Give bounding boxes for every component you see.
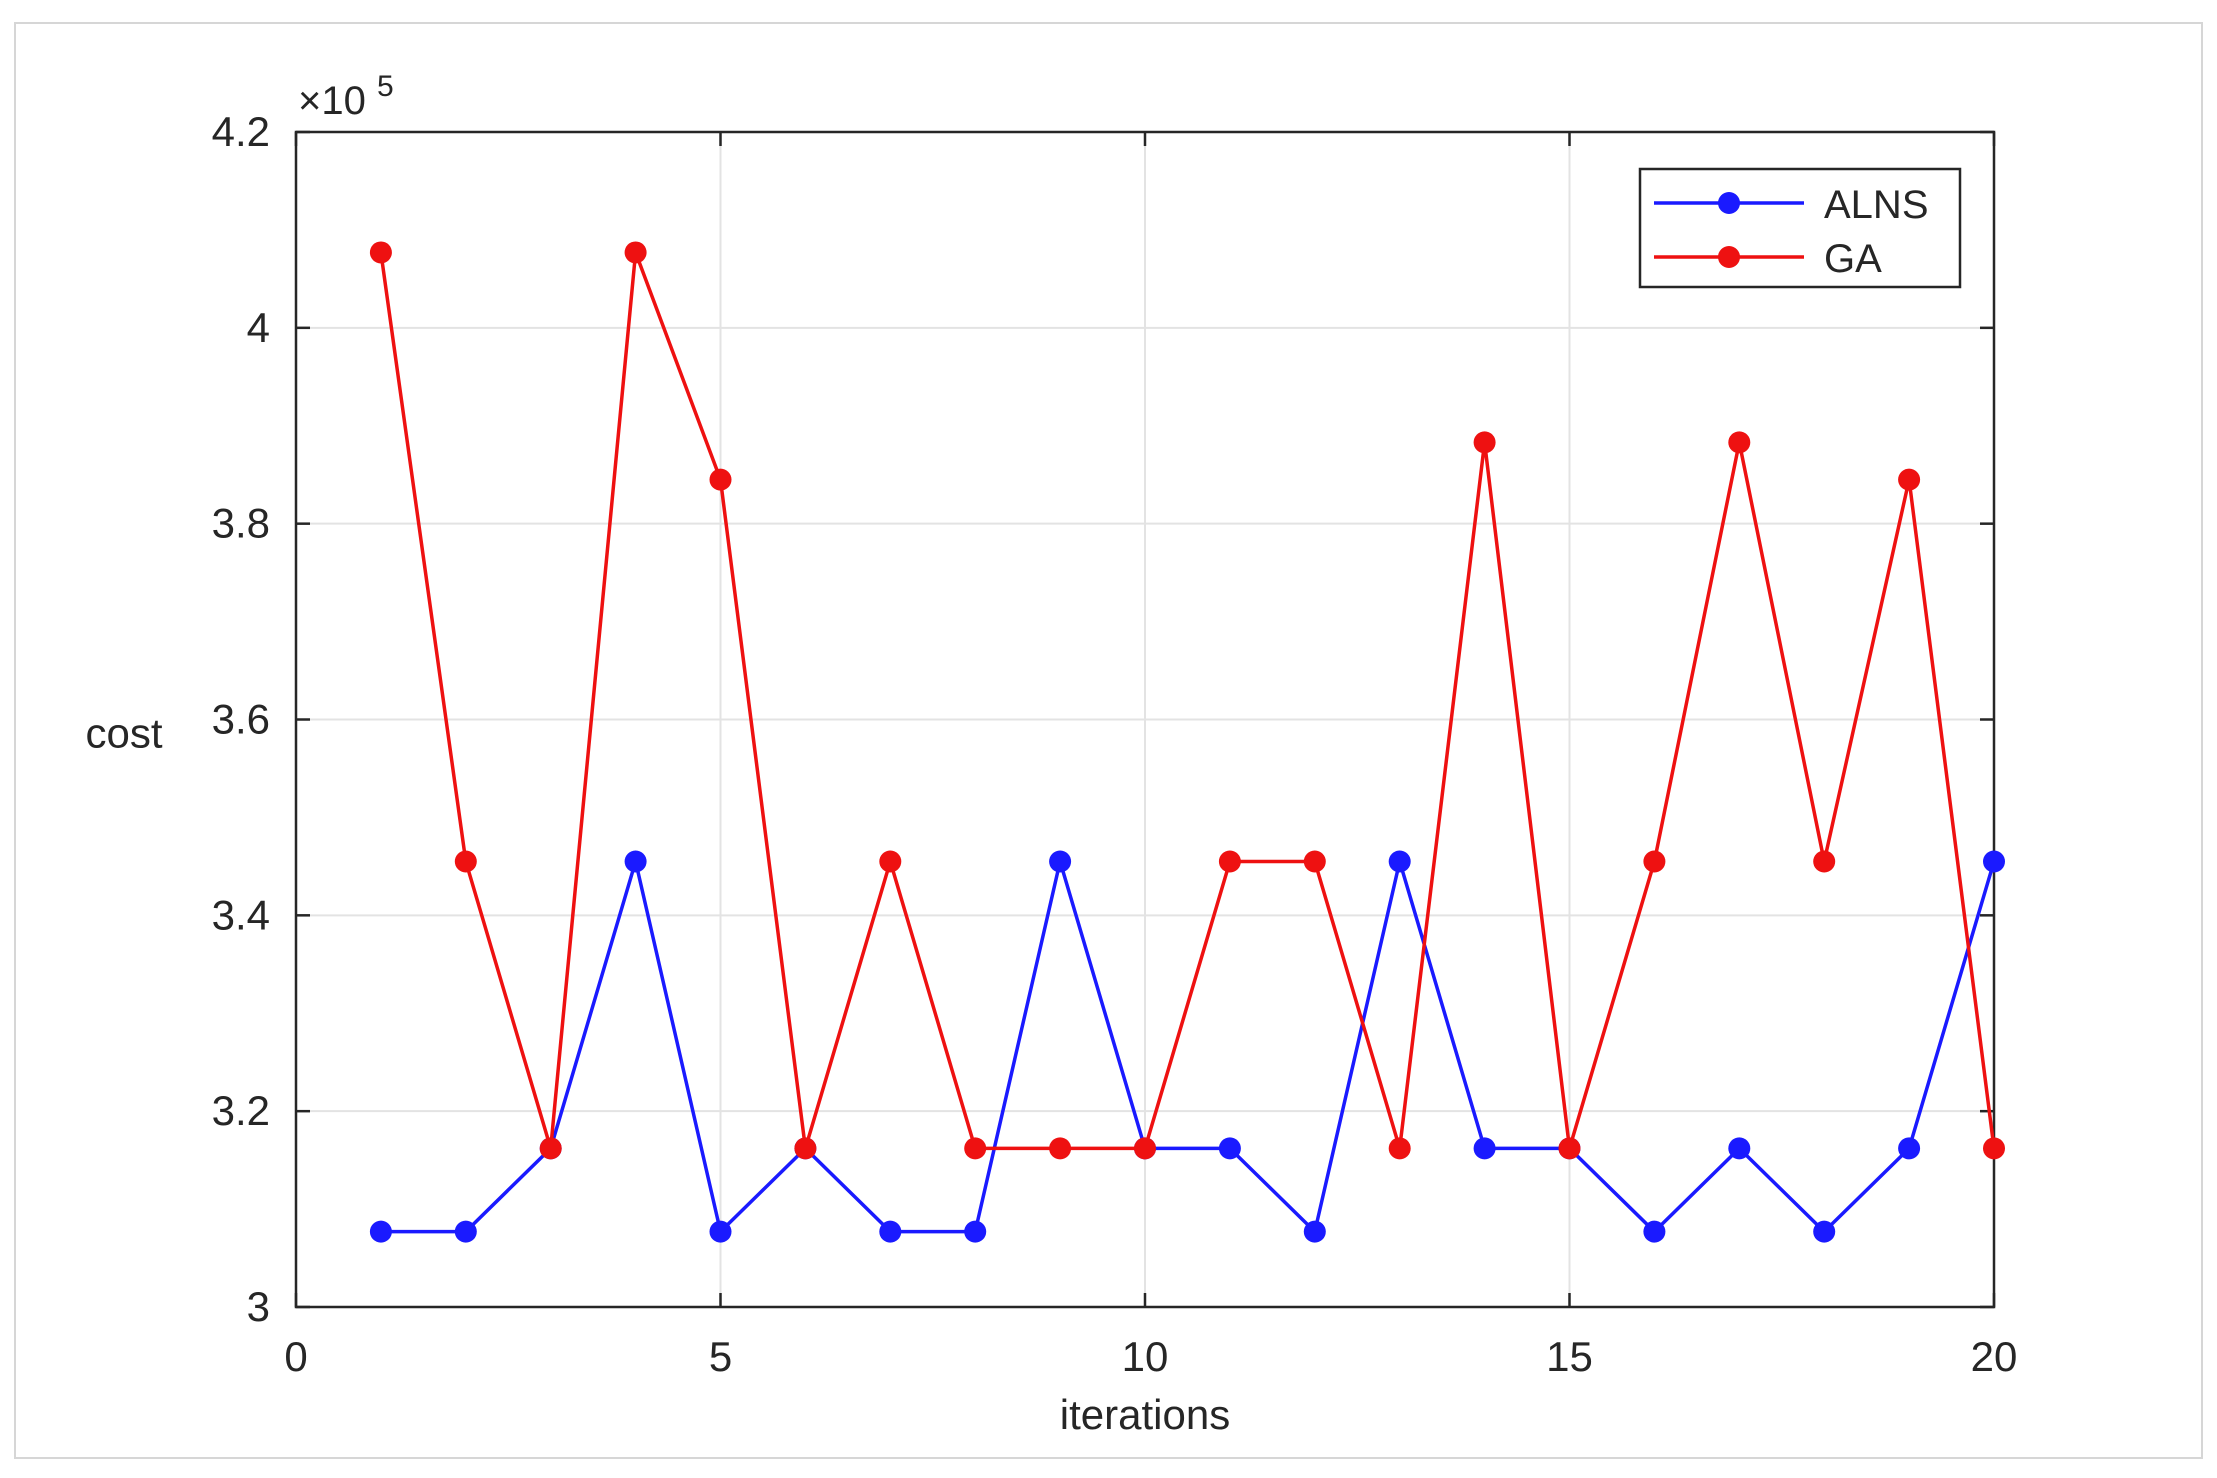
data-point-ga bbox=[709, 468, 732, 491]
data-point-ga bbox=[1898, 468, 1921, 491]
x-tick-label: 20 bbox=[1971, 1333, 2018, 1380]
y-tick-label: 3.6 bbox=[212, 696, 270, 743]
legend: ALNS GA bbox=[1638, 167, 1962, 289]
data-point-ga bbox=[1558, 1137, 1581, 1160]
data-point-alns bbox=[1898, 1137, 1921, 1160]
legend-marker-alns bbox=[1718, 192, 1740, 214]
data-point-ga bbox=[1813, 850, 1836, 873]
legend-label-ga: GA bbox=[1824, 237, 1882, 281]
data-point-alns bbox=[964, 1220, 987, 1243]
y-tick-label: 3 bbox=[247, 1283, 270, 1330]
data-point-alns bbox=[1388, 850, 1411, 873]
data-point-ga bbox=[1049, 1137, 1072, 1160]
y-tick-label: 4 bbox=[247, 304, 270, 351]
data-point-alns bbox=[624, 850, 647, 873]
data-point-alns bbox=[1473, 1137, 1496, 1160]
data-point-ga bbox=[1388, 1137, 1411, 1160]
data-point-alns bbox=[1049, 850, 1072, 873]
series-layer bbox=[369, 241, 2005, 1243]
data-point-ga bbox=[879, 850, 902, 873]
y-tick-label: 3.2 bbox=[212, 1087, 270, 1134]
data-point-alns bbox=[879, 1220, 902, 1243]
data-point-ga bbox=[1643, 850, 1666, 873]
series-line-alns bbox=[380, 859, 1996, 1234]
data-point-alns bbox=[1728, 1137, 1751, 1160]
data-point-ga bbox=[1983, 1137, 2005, 1160]
data-point-ga bbox=[1728, 431, 1751, 454]
series-ga bbox=[369, 241, 2005, 1160]
axis-ticks: 0 5 10 15 20 3 3.2 3.4 3.6 3.8 4 4.2 bbox=[212, 108, 2018, 1380]
data-point-ga bbox=[539, 1137, 562, 1160]
x-tick-label: 15 bbox=[1546, 1333, 1593, 1380]
data-point-ga bbox=[1473, 431, 1496, 454]
x-axis-label: iterations bbox=[1060, 1391, 1230, 1438]
data-point-alns bbox=[1983, 850, 2005, 873]
x-tick-label: 10 bbox=[1122, 1333, 1169, 1380]
data-point-ga bbox=[369, 241, 392, 264]
y-multiplier-base: ×10 bbox=[298, 79, 366, 123]
series-line-ga bbox=[379, 250, 1996, 1151]
data-point-alns bbox=[1813, 1220, 1836, 1243]
y-multiplier-label: ×10 5 bbox=[298, 70, 394, 123]
x-tick-label: 5 bbox=[709, 1333, 732, 1380]
grid-lines bbox=[296, 132, 1994, 1307]
legend-marker-ga bbox=[1718, 246, 1740, 268]
y-tick-label: 3.4 bbox=[212, 891, 270, 938]
series-alns bbox=[369, 850, 2005, 1243]
data-point-ga bbox=[964, 1137, 987, 1160]
data-point-alns bbox=[454, 1220, 477, 1243]
data-point-alns bbox=[709, 1220, 732, 1243]
data-point-ga bbox=[1134, 1137, 1156, 1160]
y-axis-label: cost bbox=[85, 710, 162, 757]
data-point-alns bbox=[369, 1220, 392, 1243]
data-point-alns bbox=[1303, 1220, 1326, 1243]
data-point-alns bbox=[1218, 1137, 1241, 1160]
data-point-ga bbox=[1303, 850, 1326, 873]
legend-label-alns: ALNS bbox=[1824, 183, 1929, 227]
legend-box bbox=[1638, 167, 1962, 289]
figure-frame: 0 5 10 15 20 3 3.2 3.4 3.6 3.8 4 4.2 ×10 5 iteratio… bbox=[14, 22, 2203, 1459]
data-point-ga bbox=[454, 850, 477, 873]
data-point-ga bbox=[794, 1137, 817, 1160]
y-tick-label: 3.8 bbox=[212, 500, 270, 547]
x-tick-label: 0 bbox=[284, 1333, 307, 1380]
data-point-ga bbox=[1218, 850, 1241, 873]
y-multiplier-exponent: 5 bbox=[377, 70, 394, 103]
y-tick-label: 4.2 bbox=[212, 108, 270, 155]
data-point-alns bbox=[1643, 1220, 1666, 1243]
line-chart: 0 5 10 15 20 3 3.2 3.4 3.6 3.8 4 4.2 ×10 5 iteratio… bbox=[85, 70, 2018, 1438]
data-point-ga bbox=[624, 241, 647, 264]
